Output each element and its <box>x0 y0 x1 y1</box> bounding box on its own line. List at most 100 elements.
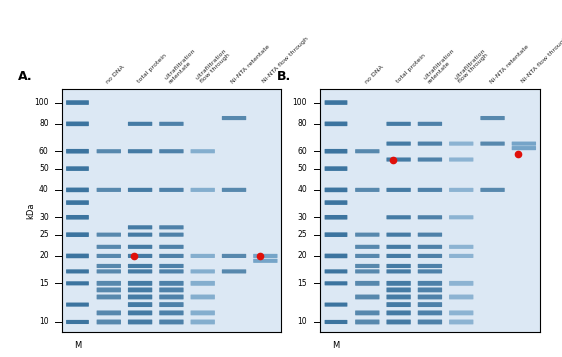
FancyBboxPatch shape <box>128 264 152 268</box>
FancyBboxPatch shape <box>159 245 184 249</box>
Text: A.: A. <box>18 70 33 83</box>
Text: total protein: total protein <box>395 53 426 84</box>
FancyBboxPatch shape <box>325 166 347 171</box>
FancyBboxPatch shape <box>191 311 215 315</box>
FancyBboxPatch shape <box>418 157 442 162</box>
FancyBboxPatch shape <box>481 116 505 120</box>
FancyBboxPatch shape <box>355 245 379 249</box>
FancyBboxPatch shape <box>159 281 184 286</box>
FancyBboxPatch shape <box>418 264 442 268</box>
FancyBboxPatch shape <box>387 295 411 300</box>
FancyBboxPatch shape <box>449 245 473 249</box>
FancyBboxPatch shape <box>325 200 347 205</box>
FancyBboxPatch shape <box>325 215 347 220</box>
FancyBboxPatch shape <box>387 122 411 126</box>
FancyBboxPatch shape <box>418 188 442 192</box>
Text: 20: 20 <box>297 251 307 260</box>
Text: 25: 25 <box>39 230 49 239</box>
FancyBboxPatch shape <box>66 100 89 105</box>
Text: no DNA: no DNA <box>364 64 384 84</box>
FancyBboxPatch shape <box>128 122 152 126</box>
Text: 50: 50 <box>297 164 307 173</box>
FancyBboxPatch shape <box>387 233 411 237</box>
FancyBboxPatch shape <box>387 264 411 268</box>
Text: 60: 60 <box>39 147 49 156</box>
FancyBboxPatch shape <box>325 253 347 258</box>
Text: kDa: kDa <box>26 202 35 219</box>
FancyBboxPatch shape <box>511 146 536 150</box>
Text: Ni-NTA flow through: Ni-NTA flow through <box>520 36 562 84</box>
Text: 30: 30 <box>39 213 49 222</box>
FancyBboxPatch shape <box>159 149 184 153</box>
FancyBboxPatch shape <box>481 188 505 192</box>
FancyBboxPatch shape <box>449 281 473 286</box>
FancyBboxPatch shape <box>97 245 121 249</box>
FancyBboxPatch shape <box>191 188 215 192</box>
FancyBboxPatch shape <box>222 254 246 258</box>
FancyBboxPatch shape <box>97 269 121 273</box>
Text: 25: 25 <box>297 230 307 239</box>
FancyBboxPatch shape <box>97 233 121 237</box>
FancyBboxPatch shape <box>159 287 184 292</box>
FancyBboxPatch shape <box>191 295 215 300</box>
Text: 50: 50 <box>39 164 49 173</box>
FancyBboxPatch shape <box>128 320 152 325</box>
FancyBboxPatch shape <box>387 215 411 219</box>
FancyBboxPatch shape <box>355 311 379 315</box>
FancyBboxPatch shape <box>387 157 411 162</box>
FancyBboxPatch shape <box>159 225 184 230</box>
FancyBboxPatch shape <box>97 281 121 286</box>
FancyBboxPatch shape <box>66 200 89 205</box>
FancyBboxPatch shape <box>128 269 152 273</box>
FancyBboxPatch shape <box>66 269 89 273</box>
FancyBboxPatch shape <box>128 311 152 315</box>
FancyBboxPatch shape <box>66 121 89 126</box>
FancyBboxPatch shape <box>66 187 89 192</box>
FancyBboxPatch shape <box>355 188 379 192</box>
FancyBboxPatch shape <box>387 287 411 292</box>
Text: 40: 40 <box>297 185 307 194</box>
FancyBboxPatch shape <box>418 281 442 286</box>
FancyBboxPatch shape <box>97 311 121 315</box>
FancyBboxPatch shape <box>418 233 442 237</box>
FancyBboxPatch shape <box>449 215 473 219</box>
FancyBboxPatch shape <box>418 302 442 307</box>
FancyBboxPatch shape <box>159 122 184 126</box>
FancyBboxPatch shape <box>355 264 379 268</box>
FancyBboxPatch shape <box>128 281 152 286</box>
FancyBboxPatch shape <box>325 187 347 192</box>
FancyBboxPatch shape <box>449 320 473 325</box>
FancyBboxPatch shape <box>191 281 215 286</box>
FancyBboxPatch shape <box>66 232 89 237</box>
FancyBboxPatch shape <box>128 245 152 249</box>
Text: 10: 10 <box>297 317 307 326</box>
FancyBboxPatch shape <box>159 302 184 307</box>
FancyBboxPatch shape <box>66 302 89 307</box>
FancyBboxPatch shape <box>159 269 184 273</box>
FancyBboxPatch shape <box>449 254 473 258</box>
FancyBboxPatch shape <box>387 245 411 249</box>
FancyBboxPatch shape <box>222 269 246 273</box>
FancyBboxPatch shape <box>325 121 347 126</box>
FancyBboxPatch shape <box>387 269 411 273</box>
Text: 80: 80 <box>297 119 307 128</box>
FancyBboxPatch shape <box>253 259 278 263</box>
FancyBboxPatch shape <box>128 233 152 237</box>
FancyBboxPatch shape <box>222 188 246 192</box>
FancyBboxPatch shape <box>449 311 473 315</box>
FancyBboxPatch shape <box>97 188 121 192</box>
FancyBboxPatch shape <box>355 149 379 153</box>
FancyBboxPatch shape <box>325 232 347 237</box>
FancyBboxPatch shape <box>355 254 379 258</box>
Text: 40: 40 <box>39 185 49 194</box>
FancyBboxPatch shape <box>418 142 442 146</box>
FancyBboxPatch shape <box>159 254 184 258</box>
FancyBboxPatch shape <box>481 142 505 146</box>
FancyBboxPatch shape <box>159 295 184 300</box>
FancyBboxPatch shape <box>97 295 121 300</box>
FancyBboxPatch shape <box>355 269 379 273</box>
FancyBboxPatch shape <box>418 287 442 292</box>
FancyBboxPatch shape <box>449 295 473 300</box>
Text: ultrafiltration
flow through: ultrafiltration flow through <box>454 47 491 84</box>
FancyBboxPatch shape <box>159 311 184 315</box>
